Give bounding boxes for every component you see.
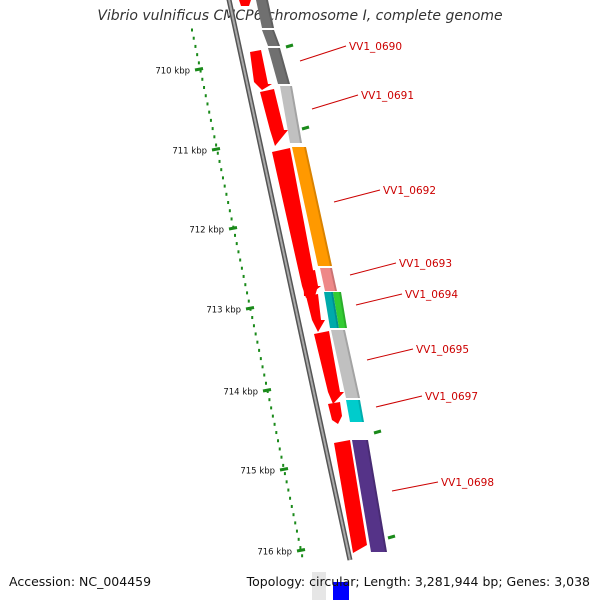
gene-bar-partial[interactable] bbox=[333, 582, 349, 600]
ruler-tick bbox=[262, 388, 272, 393]
ruler-tick-label: 713 kbp bbox=[206, 306, 241, 316]
gene-label[interactable]: VV1_0692 bbox=[383, 185, 436, 197]
gene-bar-cog[interactable] bbox=[324, 292, 339, 328]
gene-arrow-strand[interactable] bbox=[260, 89, 288, 146]
gene-arrow-strand[interactable] bbox=[306, 294, 325, 332]
ruler-tick bbox=[194, 67, 204, 72]
gene-label[interactable]: VV1_0695 bbox=[416, 344, 469, 356]
gene-bar-cog[interactable] bbox=[333, 292, 347, 328]
ruler-tick bbox=[211, 147, 221, 152]
gene-bar-cog[interactable] bbox=[352, 440, 387, 552]
partial-genes bbox=[312, 572, 349, 600]
map-title: Vibrio vulnificus CMCP6 chromosome I, co… bbox=[97, 8, 503, 24]
gene-bar-cog[interactable] bbox=[292, 147, 332, 266]
gene-label[interactable]: VV1_0691 bbox=[361, 90, 414, 102]
strand-track bbox=[239, 0, 367, 553]
gene-bar-cog[interactable] bbox=[346, 400, 364, 422]
ruler-tick-label: 715 kbp bbox=[240, 467, 275, 477]
gene-arrow-strand[interactable] bbox=[272, 148, 321, 298]
gene-bar-cog[interactable] bbox=[256, 0, 274, 28]
gene-bar-cog[interactable] bbox=[331, 330, 360, 398]
gene-bar-cog[interactable] bbox=[268, 48, 290, 84]
backbone bbox=[226, 0, 353, 561]
gene-label[interactable]: VV1_0698 bbox=[441, 477, 494, 489]
gene-label[interactable]: VV1_0694 bbox=[405, 289, 458, 301]
kbp-ruler: 710 kbp 711 kbp 712 kbp 713 kbp 714 kbp 715 k… bbox=[155, 28, 396, 558]
ruler-tick-label: 710 kbp bbox=[155, 67, 190, 77]
gene-bar-cog[interactable] bbox=[320, 268, 337, 291]
ruler-tick-label: 716 kbp bbox=[257, 548, 292, 558]
gene-bar-partial[interactable] bbox=[312, 572, 326, 600]
gene-labels: VV1_0690 VV1_0691 VV1_0692 VV1_0693 VV1_0694… bbox=[299, 41, 494, 492]
gene-arrow-strand[interactable] bbox=[328, 402, 342, 424]
topology-text: Topology: circular; Length: 3,281,944 bp… bbox=[246, 574, 590, 589]
ruler-tick bbox=[279, 467, 289, 472]
ruler-tick bbox=[245, 306, 255, 311]
gene-label[interactable]: VV1_0690 bbox=[349, 41, 402, 53]
accession-text: Accession: NC_004459 bbox=[9, 574, 152, 589]
gene-arrow-strand[interactable] bbox=[239, 0, 251, 6]
ruler-tick-label: 711 kbp bbox=[172, 147, 207, 157]
ruler-tick bbox=[228, 226, 238, 231]
gene-arrow-strand[interactable] bbox=[303, 270, 318, 296]
gene-label[interactable]: VV1_0693 bbox=[399, 258, 452, 270]
gene-label[interactable]: VV1_0697 bbox=[425, 391, 478, 403]
ruler-tick bbox=[296, 548, 306, 553]
gene-arrow-strand[interactable] bbox=[314, 331, 344, 404]
cog-track bbox=[256, 0, 387, 552]
gene-bar-cog[interactable] bbox=[280, 86, 302, 143]
gene-arrow-strand[interactable] bbox=[250, 50, 272, 90]
gene-bar-cog[interactable] bbox=[262, 30, 280, 46]
ruler-tick-label: 714 kbp bbox=[223, 388, 258, 398]
gene-arrow-strand[interactable] bbox=[334, 440, 367, 553]
ruler-tick-label: 712 kbp bbox=[189, 226, 224, 236]
